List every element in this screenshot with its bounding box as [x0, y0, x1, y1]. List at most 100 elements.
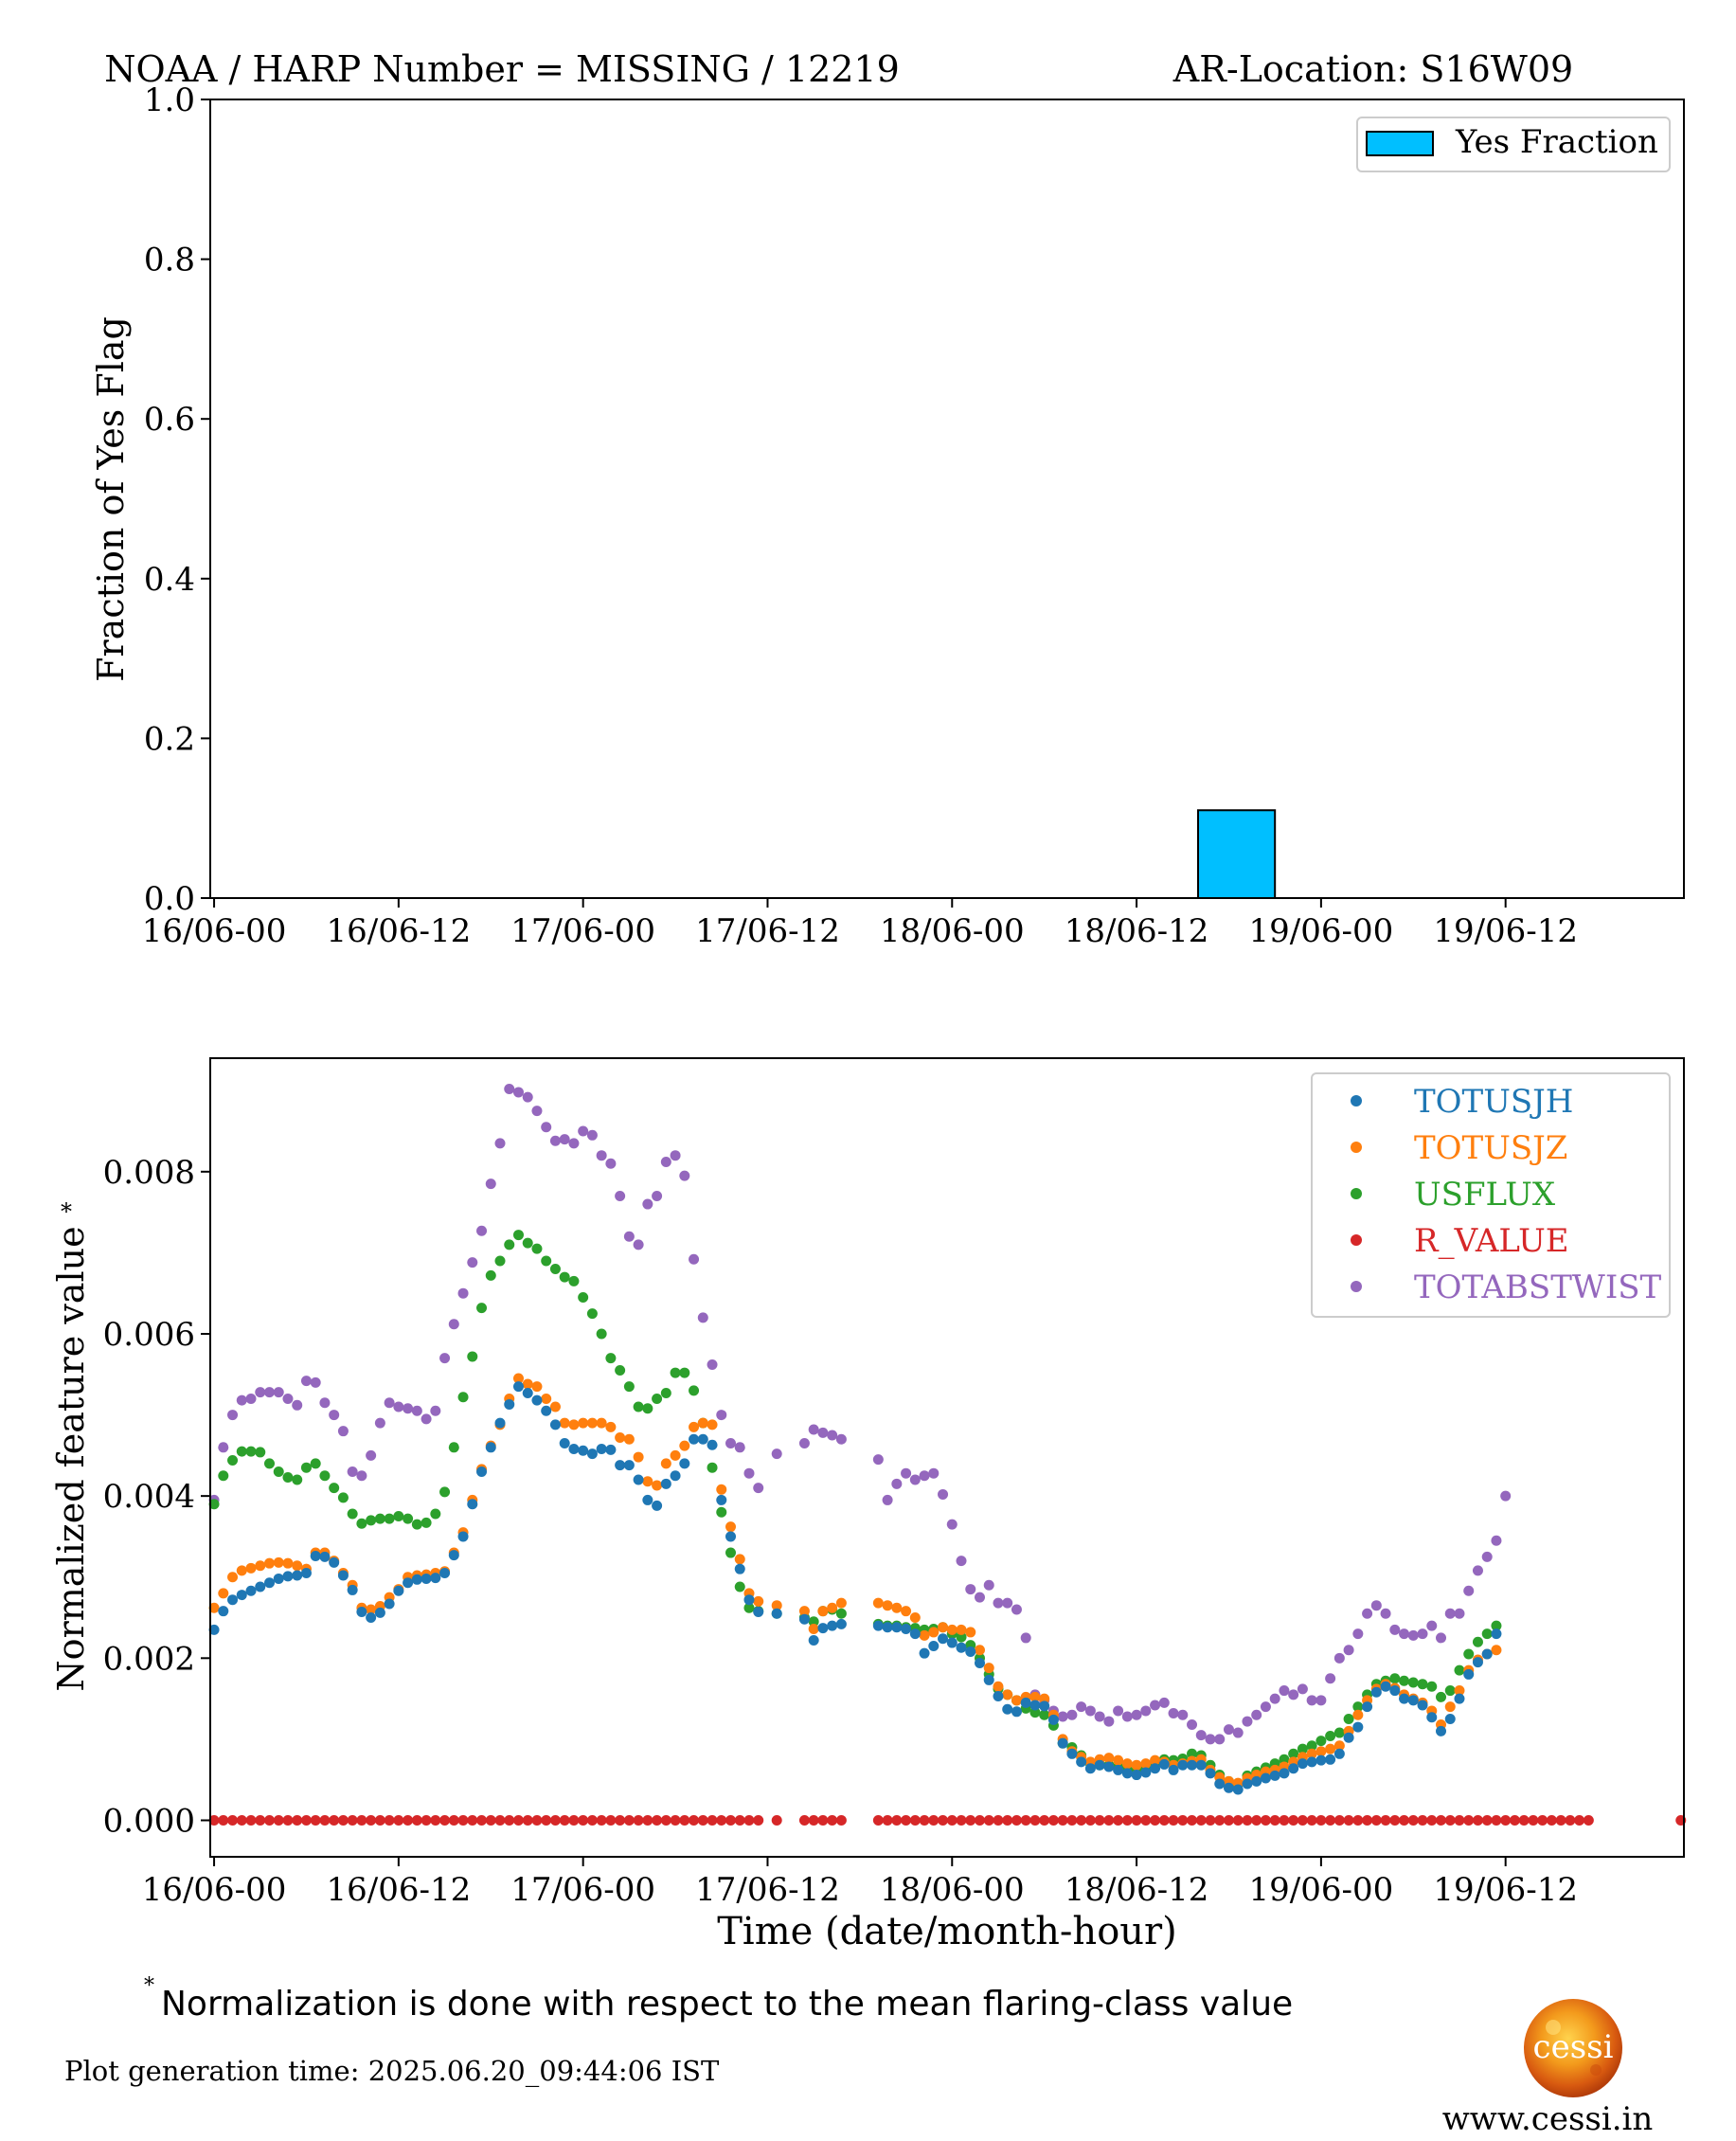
- totabstwist-point: [1315, 1695, 1327, 1706]
- usflux-point: [660, 1387, 671, 1398]
- r-value-point: [208, 1814, 220, 1826]
- r-value-point: [504, 1814, 515, 1826]
- r-value-point: [1399, 1814, 1410, 1826]
- totusjh-point: [549, 1419, 561, 1430]
- r-value-point: [1528, 1814, 1539, 1826]
- r-value-point: [1537, 1814, 1548, 1826]
- totusjh-point: [310, 1550, 321, 1561]
- totusjz-point: [522, 1378, 533, 1390]
- bottom-legend: TOTUSJH TOTUSJZ USFLUX R_VALUE TOTABSTWIST: [1311, 1072, 1671, 1318]
- r-value-point: [568, 1814, 580, 1826]
- totusjh-point: [1029, 1700, 1041, 1711]
- totusjz-point: [882, 1600, 893, 1611]
- totusjh-point: [633, 1474, 644, 1485]
- r-value-point: [1205, 1814, 1216, 1826]
- totabstwist-point: [329, 1410, 340, 1421]
- totabstwist-point: [1205, 1734, 1216, 1745]
- r-value-point: [652, 1814, 663, 1826]
- totusjz-point: [292, 1560, 303, 1572]
- y-tick-label: 0.0: [144, 880, 195, 918]
- legend-marker: [1351, 1188, 1362, 1199]
- totusjh-point: [1454, 1693, 1465, 1704]
- totabstwist-point: [1187, 1718, 1198, 1730]
- totabstwist-point: [430, 1405, 441, 1416]
- totusjz-point: [615, 1432, 626, 1444]
- totabstwist-point: [292, 1399, 303, 1411]
- usflux-point: [421, 1517, 432, 1528]
- usflux-point: [1333, 1727, 1345, 1738]
- totusjh-point: [1223, 1782, 1234, 1793]
- top-plot-frame: [209, 99, 1685, 899]
- totusjz-point: [872, 1597, 884, 1609]
- totabstwist-point: [549, 1135, 561, 1146]
- totabstwist-point: [901, 1467, 912, 1479]
- totusjz-point: [938, 1622, 949, 1633]
- totabstwist-point: [707, 1359, 718, 1371]
- r-value-point: [605, 1814, 617, 1826]
- cessi-logo[interactable]: cessi: [1524, 1999, 1622, 2097]
- usflux-point: [347, 1508, 358, 1520]
- totusjz-point: [282, 1557, 294, 1569]
- usflux-point: [430, 1508, 441, 1520]
- totusjz-point: [716, 1484, 727, 1495]
- totusjz-point: [605, 1421, 617, 1432]
- totusjz-point: [689, 1421, 700, 1432]
- r-value-point: [660, 1814, 671, 1826]
- totabstwist-point: [1121, 1711, 1133, 1722]
- usflux-point: [300, 1462, 312, 1473]
- totabstwist-point: [919, 1470, 930, 1482]
- r-value-point: [319, 1814, 331, 1826]
- totabstwist-point: [716, 1410, 727, 1421]
- r-value-point: [1509, 1814, 1520, 1826]
- y-tick-label: 1.0: [144, 81, 195, 119]
- y-tick-label: 0.4: [144, 561, 195, 599]
- totusjh-point: [337, 1570, 349, 1581]
- usflux-point: [835, 1608, 847, 1619]
- bottom-plot-frame: [209, 1057, 1685, 1858]
- totusjh-point: [421, 1573, 432, 1584]
- r-value-point: [1187, 1814, 1198, 1826]
- totusjh-point: [623, 1460, 635, 1471]
- r-value-point: [1325, 1814, 1336, 1826]
- totabstwist-point: [965, 1584, 976, 1595]
- usflux-point: [476, 1303, 488, 1314]
- totabstwist-point: [605, 1158, 617, 1169]
- totabstwist-point: [1223, 1724, 1234, 1736]
- r-value-point: [1574, 1814, 1585, 1826]
- top-legend-swatch: [1366, 131, 1434, 156]
- r-value-point: [743, 1814, 755, 1826]
- totabstwist-point: [1444, 1608, 1456, 1619]
- totabstwist-point: [1306, 1695, 1317, 1706]
- totusjz-point: [1039, 1693, 1050, 1704]
- legend-label: TOTUSJH: [1414, 1083, 1573, 1121]
- yes-fraction-bar: [1197, 809, 1277, 900]
- totabstwist-point: [218, 1442, 229, 1453]
- totabstwist-point: [928, 1467, 940, 1479]
- totusjh-point: [1426, 1712, 1438, 1723]
- totusjh-point: [808, 1634, 819, 1646]
- r-value-point: [1279, 1814, 1290, 1826]
- totabstwist-point: [439, 1353, 451, 1364]
- totusjh-point: [494, 1417, 506, 1429]
- usflux-point: [1325, 1730, 1336, 1741]
- totusjz-point: [891, 1602, 903, 1613]
- usflux-point: [366, 1515, 377, 1526]
- totusjz-point: [965, 1627, 976, 1638]
- r-value-point: [218, 1814, 229, 1826]
- r-value-point: [928, 1814, 940, 1826]
- totusjh-point: [1131, 1770, 1142, 1781]
- totusjz-point: [227, 1572, 239, 1583]
- y-tick-label: 0.002: [103, 1640, 195, 1678]
- totabstwist-point: [236, 1394, 247, 1406]
- totusjh-point: [1306, 1756, 1317, 1768]
- usflux-point: [707, 1462, 718, 1473]
- totabstwist-point: [263, 1387, 275, 1398]
- r-value-point: [1370, 1814, 1382, 1826]
- r-value-point: [337, 1814, 349, 1826]
- totusjh-point: [218, 1606, 229, 1617]
- usflux-point: [1039, 1709, 1050, 1720]
- totabstwist-point: [531, 1106, 543, 1117]
- r-value-point: [522, 1814, 533, 1826]
- website-link[interactable]: www.cessi.in: [1442, 2100, 1654, 2138]
- x-tick-label: 18/06-12: [1065, 912, 1209, 950]
